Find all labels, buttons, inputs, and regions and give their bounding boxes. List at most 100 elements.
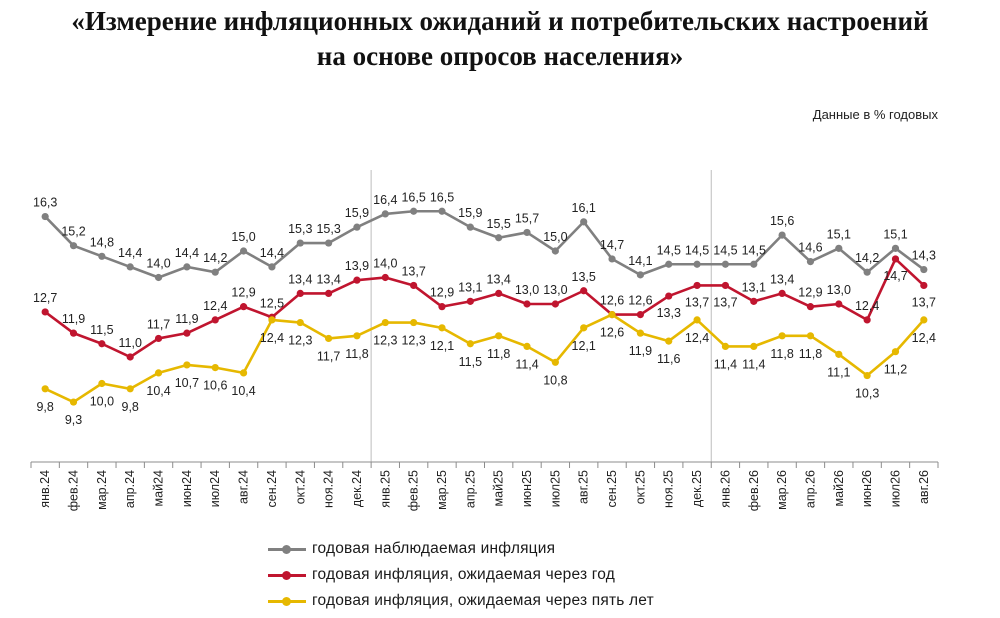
- point-expected-5y: [211, 364, 219, 372]
- point-observed: [920, 265, 928, 274]
- point-observed: [69, 242, 78, 250]
- x-tick-label: сен.24: [265, 470, 279, 508]
- data-label-observed: 15,2: [61, 225, 85, 239]
- point-observed: [183, 263, 191, 271]
- data-label-observed: 14,7: [600, 238, 624, 252]
- data-label-expected-5y: 11,8: [799, 347, 822, 361]
- data-label-expected-5y: 12,3: [288, 334, 312, 348]
- point-observed: [126, 263, 134, 271]
- point-expected-1y: [41, 308, 49, 316]
- point-expected-5y: [98, 379, 106, 388]
- point-observed: [154, 273, 163, 282]
- data-label-expected-1y: 12,4: [203, 299, 227, 313]
- legend-marker-expected-5y: [268, 596, 306, 606]
- point-expected-5y: [126, 385, 134, 393]
- point-expected-5y: [721, 342, 730, 350]
- legend-label-expected-5y: годовая инфляция, ожидаемая через пять л…: [312, 592, 654, 609]
- point-expected-5y: [41, 385, 49, 393]
- point-observed: [636, 271, 644, 279]
- point-expected-5y: [806, 332, 815, 340]
- point-expected-1y: [438, 303, 446, 311]
- data-label-observed: 14,3: [912, 249, 936, 263]
- data-label-observed: 15,3: [316, 222, 340, 236]
- point-expected-1y: [750, 297, 758, 305]
- series-line-expected-5y: [44, 313, 925, 404]
- data-label-expected-5y: 12,4: [685, 331, 709, 345]
- data-label-expected-5y: 11,1: [827, 365, 850, 379]
- data-label-observed: 16,1: [572, 201, 596, 215]
- point-observed: [296, 239, 304, 247]
- data-label-expected-1y: 11,9: [175, 312, 198, 326]
- x-tick-label: май24: [152, 470, 166, 506]
- data-label-expected-5y: 9,8: [122, 400, 139, 414]
- data-label-observed: 15,7: [515, 211, 539, 225]
- data-label-observed: 16,4: [373, 193, 397, 207]
- point-observed: [211, 268, 219, 276]
- point-observed: [806, 258, 815, 266]
- data-label-expected-5y: 10,0: [90, 395, 114, 409]
- point-expected-5y: [154, 369, 163, 377]
- data-label-expected-5y: 10,4: [146, 384, 170, 398]
- x-tick-label: июн24: [180, 470, 194, 507]
- chart-title-line-1: «Измерение инфляционных ожиданий и потре…: [71, 6, 929, 36]
- data-label-expected-5y: 10,6: [203, 379, 227, 393]
- point-observed: [98, 252, 106, 260]
- x-tick-label: июн26: [860, 470, 874, 507]
- data-label-observed: 14,5: [742, 243, 766, 257]
- x-tick-label: сен.25: [605, 470, 619, 508]
- point-observed: [665, 260, 673, 268]
- point-expected-1y: [891, 255, 900, 263]
- data-label-expected-5y: 12,1: [572, 339, 596, 353]
- legend-item-expected-5y: годовая инфляция, ожидаемая через пять л…: [268, 588, 654, 614]
- data-label-observed: 14,6: [798, 241, 822, 255]
- point-expected-1y: [693, 281, 701, 290]
- legend-label-expected-1y: годовая инфляция, ожидаемая через год: [312, 566, 616, 583]
- data-label-expected-1y: 11,7: [147, 317, 170, 331]
- data-label-expected-5y: 11,2: [884, 363, 907, 377]
- data-label-expected-1y: 13,0: [543, 283, 567, 297]
- point-expected-1y: [353, 276, 361, 284]
- data-label-observed: 14,0: [146, 257, 170, 271]
- data-label-expected-5y: 11,7: [317, 349, 340, 363]
- data-label-expected-1y: 12,6: [628, 294, 652, 308]
- legend-marker-observed: [268, 544, 306, 554]
- data-label-expected-1y: 13,7: [685, 295, 709, 309]
- data-label-expected-1y: 14,7: [883, 269, 907, 283]
- data-label-observed: 16,3: [33, 196, 57, 210]
- point-expected-5y: [835, 350, 843, 358]
- point-expected-5y: [410, 318, 418, 327]
- data-label-expected-1y: 12,6: [600, 294, 624, 308]
- data-label-expected-1y: 11,5: [90, 323, 113, 337]
- data-label-expected-1y: 13,4: [288, 272, 312, 286]
- point-observed: [410, 207, 418, 215]
- data-label-observed: 15,1: [827, 227, 851, 241]
- point-expected-1y: [296, 289, 304, 297]
- data-label-expected-1y: 11,9: [62, 312, 85, 326]
- data-label-expected-1y: 12,9: [430, 286, 454, 300]
- data-label-observed: 15,9: [458, 206, 482, 220]
- x-tick-label: мар.25: [435, 470, 449, 510]
- data-label-expected-1y: 13,1: [458, 280, 482, 294]
- data-label-observed: 14,1: [628, 254, 652, 268]
- point-observed: [239, 247, 248, 255]
- point-expected-5y: [69, 398, 78, 406]
- point-observed: [778, 231, 786, 239]
- point-observed: [495, 234, 503, 242]
- point-observed: [863, 268, 871, 276]
- point-expected-1y: [580, 287, 588, 295]
- x-tick-label: авг.26: [917, 470, 931, 504]
- data-label-observed: 15,5: [487, 217, 511, 231]
- x-tick-label: июл25: [548, 470, 562, 507]
- point-observed: [381, 210, 389, 218]
- x-tick-label: фев.25: [407, 470, 421, 511]
- legend-item-observed: годовая наблюдаемая инфляция: [268, 536, 654, 562]
- data-label-expected-1y: 11,0: [119, 336, 142, 350]
- point-expected-5y: [693, 316, 701, 324]
- x-tick-label: мар.26: [775, 470, 789, 510]
- point-observed: [41, 212, 49, 221]
- data-label-expected-5y: 11,4: [742, 357, 765, 371]
- point-observed: [523, 228, 531, 237]
- data-label-expected-5y: 9,8: [36, 400, 53, 414]
- point-expected-1y: [239, 303, 248, 311]
- point-expected-5y: [608, 311, 616, 319]
